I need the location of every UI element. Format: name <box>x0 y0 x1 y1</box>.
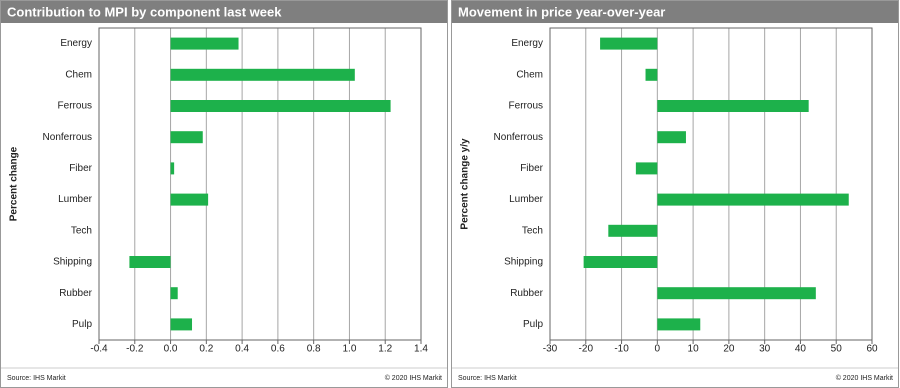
source: Source: IHS Markit <box>7 375 66 382</box>
bar <box>657 318 701 331</box>
y-tick-label: Lumber <box>58 194 93 205</box>
bar <box>170 68 355 81</box>
chart-title: Movement in price year-over-year <box>458 4 665 19</box>
bar <box>170 100 391 112</box>
plot-frame <box>98 27 422 341</box>
y-tick-label: Tech <box>71 225 92 236</box>
y-tick-label: Energy <box>60 38 92 49</box>
y-axis-label: Percent change <box>9 146 20 221</box>
bar <box>657 100 809 112</box>
y-tick-label: Fiber <box>69 163 92 174</box>
y-tick-label: Energy <box>511 38 543 49</box>
y-tick-label: Ferrous <box>509 101 543 112</box>
x-tick-label: -20 <box>579 344 594 355</box>
bar <box>170 37 239 50</box>
bar <box>170 287 178 300</box>
copyright: © 2020 IHS Markit <box>836 374 893 382</box>
bar <box>608 224 658 237</box>
y-tick-label: Shipping <box>504 257 543 268</box>
bar <box>170 162 175 175</box>
chart-panel: Movement in price year-over-year Source: … <box>451 0 899 388</box>
x-tick-label: -0.2 <box>126 344 144 355</box>
y-tick-label: Chem <box>65 69 92 80</box>
y-tick-label: Pulp <box>523 319 543 330</box>
y-tick-label: Lumber <box>509 194 544 205</box>
y-tick-label: Tech <box>522 225 543 236</box>
chart-title: Contribution to MPI by component last we… <box>7 4 282 19</box>
y-tick-label: Ferrous <box>58 101 92 112</box>
x-tick-label: 40 <box>795 344 807 355</box>
x-tick-label: 10 <box>688 344 700 355</box>
bar <box>657 193 849 206</box>
bar <box>600 37 658 50</box>
x-tick-label: 0.4 <box>235 344 249 355</box>
bar <box>635 162 658 175</box>
y-axis-label: Percent change y/y <box>460 138 471 230</box>
x-tick-label: -10 <box>614 344 629 355</box>
x-tick-label: 0.6 <box>271 344 285 355</box>
x-tick-label: 0.0 <box>164 344 178 355</box>
y-tick-label: Nonferrous <box>494 132 543 143</box>
title-bar <box>452 1 898 23</box>
y-tick-label: Shipping <box>53 257 92 268</box>
plot-frame <box>549 27 873 341</box>
copyright: © 2020 IHS Markit <box>385 374 442 382</box>
x-tick-label: -0.4 <box>90 344 108 355</box>
y-tick-label: Chem <box>516 69 543 80</box>
x-tick-label: -30 <box>543 344 558 355</box>
bar <box>657 131 686 144</box>
x-tick-label: 0.2 <box>199 344 213 355</box>
bar <box>170 318 193 331</box>
panel-border <box>0 0 448 388</box>
x-tick-label: 1.2 <box>378 344 392 355</box>
x-tick-label: 0 <box>655 344 661 355</box>
title-bar <box>1 1 447 23</box>
bar <box>645 68 658 81</box>
x-tick-label: 1.4 <box>414 344 428 355</box>
y-tick-label: Rubber <box>59 288 92 299</box>
x-tick-label: 60 <box>866 344 878 355</box>
bar <box>170 193 209 206</box>
x-tick-label: 1.0 <box>342 344 356 355</box>
y-tick-label: Pulp <box>72 319 92 330</box>
y-tick-label: Nonferrous <box>43 132 92 143</box>
x-tick-label: 20 <box>723 344 735 355</box>
chart-panel: Contribution to MPI by component last we… <box>0 0 448 388</box>
y-tick-label: Rubber <box>510 288 543 299</box>
bar <box>170 131 203 144</box>
bar <box>129 256 171 268</box>
x-tick-label: 30 <box>759 344 771 355</box>
x-tick-label: 50 <box>831 344 843 355</box>
y-tick-label: Fiber <box>520 163 543 174</box>
source: Source: IHS Markit <box>458 375 517 382</box>
bar <box>657 287 816 300</box>
bar <box>583 256 658 268</box>
x-tick-label: 0.8 <box>307 344 321 355</box>
